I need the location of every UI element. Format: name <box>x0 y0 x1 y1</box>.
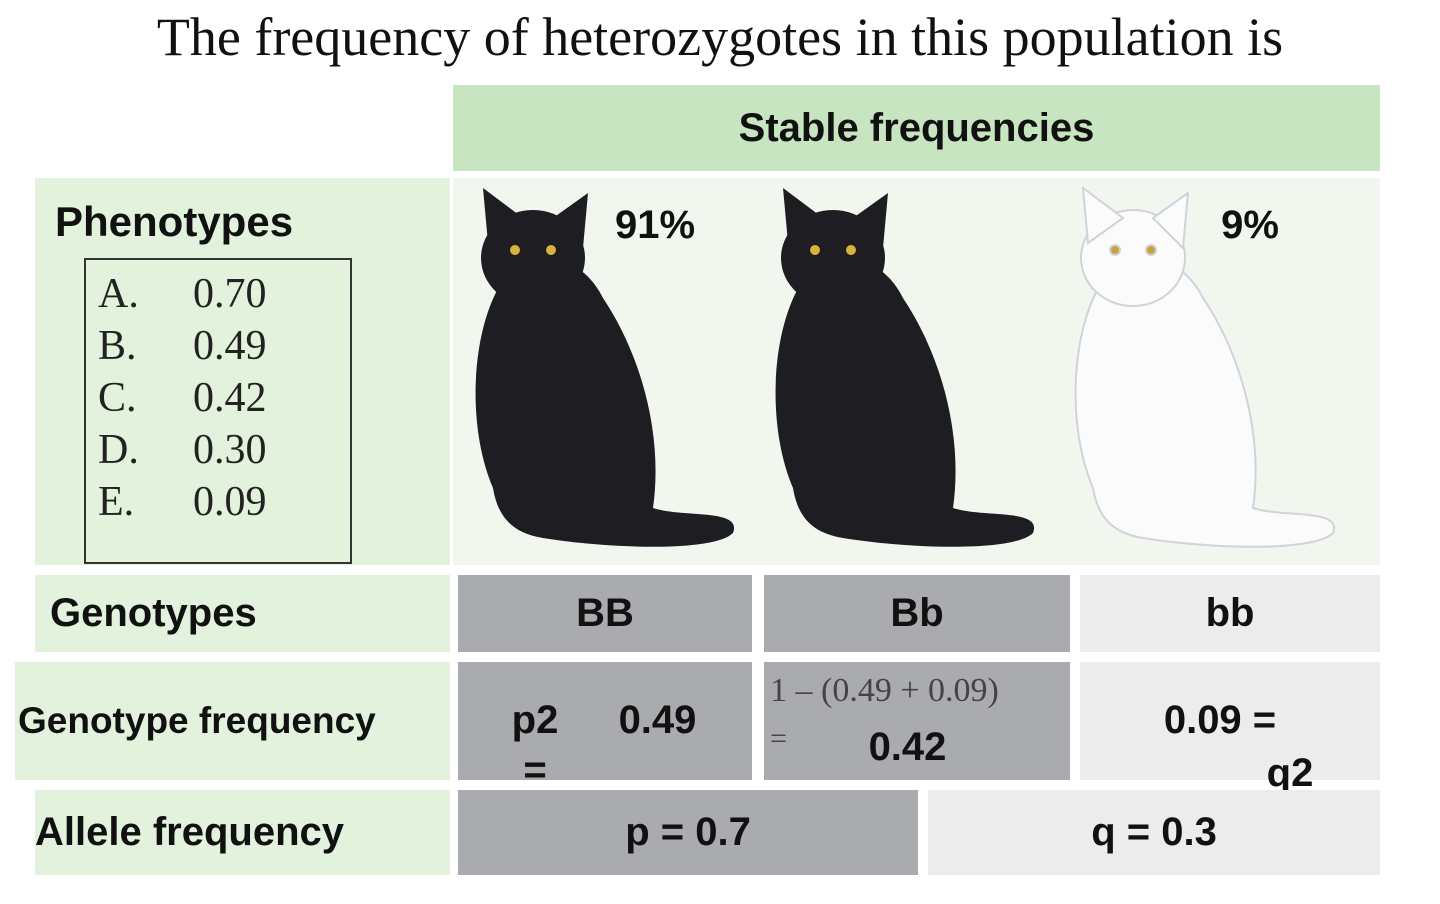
cat-white <box>1074 187 1336 548</box>
equals: = <box>523 747 547 792</box>
phenotype-percent: 91% <box>614 202 696 247</box>
option-value: 0.49 <box>193 323 267 369</box>
phenotype-area <box>453 178 1380 565</box>
symbol: q2 <box>1266 750 1314 795</box>
value: 0.49 <box>618 697 697 742</box>
option-letter: E. <box>98 479 135 525</box>
allele-frequency: q = 0.3 <box>928 790 1380 875</box>
options-box <box>84 258 352 564</box>
cell <box>764 662 1070 780</box>
cell <box>1080 662 1380 780</box>
row-label: Genotypes <box>35 575 450 652</box>
value: 0.42 <box>868 724 947 769</box>
option-letter: D. <box>98 427 139 473</box>
cat-black <box>775 188 1035 547</box>
genotype: BB <box>458 575 752 652</box>
header: Stable frequencies <box>453 85 1380 171</box>
genotype: Bb <box>764 575 1070 652</box>
options: A. 0.70 B. 0.49 C. 0.42 D. 0.30 E. 0.09 <box>98 268 338 528</box>
symbol: p2 <box>511 697 559 742</box>
row-label: Genotype frequency <box>15 662 450 780</box>
option: D. 0.30 <box>98 424 338 476</box>
option: E. 0.09 <box>98 476 338 528</box>
option: A. 0.70 <box>98 268 338 320</box>
option-letter: A. <box>98 271 139 317</box>
row-label: Allele frequency <box>35 790 450 875</box>
title: The frequency of heterozygotes in this p… <box>156 7 1284 67</box>
row-label: Phenotypes <box>35 178 450 565</box>
option-letter: C. <box>98 375 137 421</box>
formula: 1 – (0.49 + 0.09) <box>770 672 999 709</box>
option-value: 0.30 <box>193 427 267 473</box>
cat-black <box>475 188 735 547</box>
option-value: 0.70 <box>193 271 267 317</box>
cell <box>458 662 752 780</box>
cats <box>475 187 1336 548</box>
option-letter: B. <box>98 323 137 369</box>
phenotype-percent: 9% <box>1221 202 1279 247</box>
genotype: bb <box>1080 575 1380 652</box>
equals: = <box>770 722 787 755</box>
option: B. 0.49 <box>98 320 338 372</box>
allele-frequency: p = 0.7 <box>458 790 918 875</box>
option-value: 0.09 <box>193 479 267 525</box>
option-value: 0.42 <box>193 375 267 421</box>
option: C. 0.42 <box>98 372 338 424</box>
value: 0.09 = <box>1163 697 1277 742</box>
